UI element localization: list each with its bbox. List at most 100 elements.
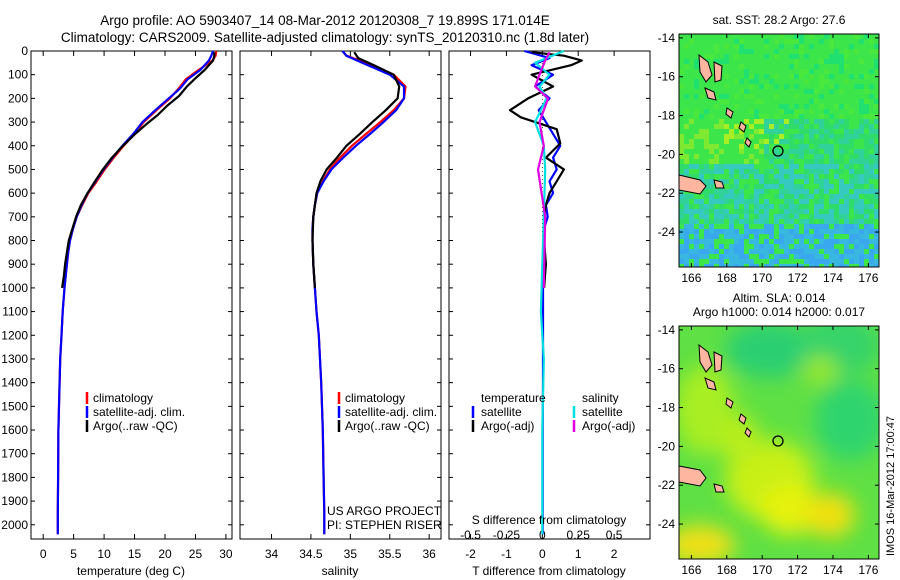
sst-cell xyxy=(754,34,759,39)
sst-cell xyxy=(859,159,864,164)
sst-cell xyxy=(854,209,859,214)
sst-cell xyxy=(689,129,694,134)
sst-cell xyxy=(824,74,829,79)
sla-map-axes: 166 168 170 172 174 176 -14 -16 -18 -20 -22 -24 xyxy=(658,323,879,577)
sst-cell xyxy=(854,49,859,54)
sst-cell xyxy=(854,189,859,194)
sst-cell xyxy=(679,124,684,129)
sst-cell xyxy=(794,149,799,154)
sst-cell xyxy=(704,194,709,199)
sst-cell xyxy=(829,259,834,264)
sst-cell xyxy=(819,199,824,204)
sst-cell xyxy=(764,169,769,174)
sst-cell xyxy=(849,69,854,74)
sst-cell xyxy=(704,114,709,119)
sst-cell xyxy=(704,49,709,54)
sst-cell xyxy=(729,104,734,109)
sst-cell xyxy=(819,59,824,64)
sst-cell xyxy=(809,99,814,104)
sst-cell xyxy=(689,239,694,244)
sst-cell xyxy=(774,179,779,184)
sst-cell xyxy=(799,154,804,159)
sst-cell xyxy=(799,104,804,109)
sst-cell xyxy=(744,169,749,174)
sst-cell xyxy=(864,89,869,94)
sst-cell xyxy=(834,249,839,254)
x-tick-label: 5 xyxy=(70,547,77,561)
sst-cell xyxy=(764,84,769,89)
sst-cell xyxy=(709,229,714,234)
sst-cell xyxy=(829,164,834,169)
sst-cell xyxy=(744,234,749,239)
sst-cell xyxy=(854,214,859,219)
sst-cell xyxy=(814,154,819,159)
sst-cell xyxy=(874,199,879,204)
sst-cell xyxy=(859,164,864,169)
sst-cell xyxy=(729,254,734,259)
sst-cell xyxy=(839,134,844,139)
sst-cell xyxy=(824,99,829,104)
sst-cell xyxy=(839,194,844,199)
sst-cell xyxy=(829,39,834,44)
sst-cell xyxy=(719,199,724,204)
sst-cell xyxy=(759,214,764,219)
sst-cell xyxy=(714,219,719,224)
sst-cell xyxy=(844,264,849,267)
y-tick-label: 0 xyxy=(21,44,28,58)
sst-cell xyxy=(789,189,794,194)
sst-cell xyxy=(834,99,839,104)
sst-cell xyxy=(839,54,844,59)
sst-cell xyxy=(804,74,809,79)
sst-cell xyxy=(869,204,874,209)
y-tick-label: 2000 xyxy=(1,518,28,532)
sst-cell xyxy=(779,224,784,229)
sst-cell xyxy=(779,204,784,209)
sst-cell xyxy=(819,74,824,79)
sst-cell xyxy=(819,99,824,104)
sst-cell xyxy=(729,224,734,229)
sst-cell xyxy=(769,124,774,129)
sst-cell xyxy=(804,189,809,194)
sst-cell xyxy=(844,164,849,169)
sst-land xyxy=(679,53,752,195)
sst-cell xyxy=(789,124,794,129)
sst-cell xyxy=(844,99,849,104)
sst-cell xyxy=(799,114,804,119)
sst-cell xyxy=(849,54,854,59)
sst-cell xyxy=(874,174,879,179)
sst-cell xyxy=(749,164,754,169)
sst-cell xyxy=(779,119,784,124)
sst-cell xyxy=(839,204,844,209)
x-tick-label: 15 xyxy=(128,547,142,561)
sst-cell xyxy=(734,214,739,219)
sst-cell xyxy=(689,134,694,139)
sst-cell xyxy=(769,39,774,44)
sst-cell xyxy=(759,154,764,159)
sst-cell xyxy=(809,94,814,99)
sst-cell xyxy=(839,34,844,39)
sst-cell xyxy=(864,124,869,129)
sst-cell xyxy=(739,54,744,59)
sst-cell xyxy=(729,89,734,94)
sst-cell xyxy=(859,179,864,184)
sst-cell xyxy=(794,119,799,124)
sst-cell xyxy=(819,169,824,174)
sst-cell xyxy=(764,139,769,144)
sst-cell xyxy=(694,219,699,224)
sst-cell xyxy=(769,34,774,39)
sst-cell xyxy=(734,264,739,267)
sst-cell xyxy=(739,159,744,164)
sst-cell xyxy=(769,249,774,254)
sst-cell xyxy=(859,219,864,224)
sst-cell xyxy=(844,149,849,154)
sst-cell xyxy=(749,229,754,234)
sst-cell xyxy=(754,134,759,139)
sst-cell xyxy=(714,144,719,149)
sst-cell xyxy=(714,34,719,39)
sst-cell xyxy=(709,44,714,49)
sst-cell xyxy=(684,204,689,209)
sst-cell xyxy=(769,244,774,249)
sst-cell xyxy=(799,199,804,204)
sst-cell xyxy=(689,209,694,214)
sst-cell xyxy=(744,164,749,169)
